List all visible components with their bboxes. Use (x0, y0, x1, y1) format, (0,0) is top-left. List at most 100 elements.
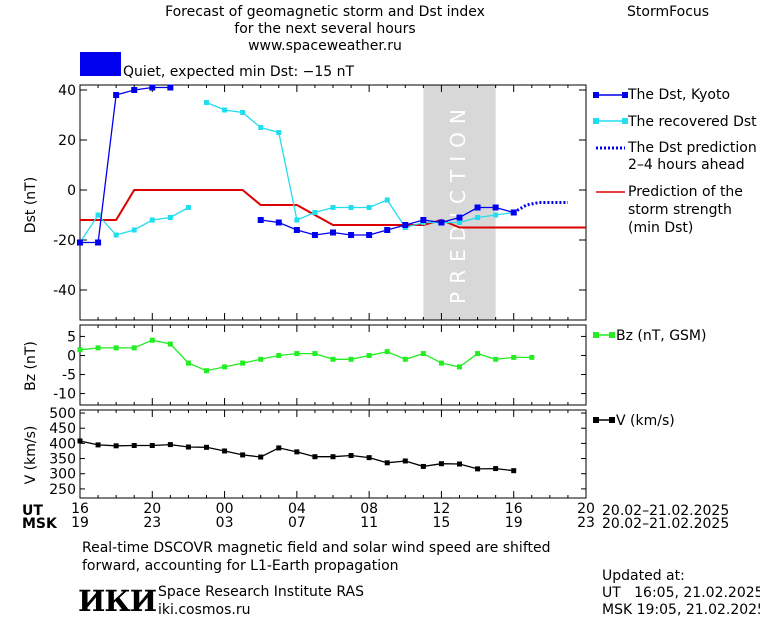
y-tick-label: 5 (67, 329, 76, 345)
bz-point (185, 360, 191, 366)
dst-kyoto-point (474, 204, 481, 211)
y-tick-label: 300 (49, 467, 76, 483)
bz-point (475, 351, 481, 357)
v-point (475, 466, 481, 472)
bz-point (529, 354, 535, 360)
recovered-dst-point (493, 212, 499, 218)
bz-point (366, 352, 372, 358)
y-tick-label: -40 (53, 283, 76, 299)
msk-tick-label: 23 (577, 515, 595, 531)
ut-tick-label: 12 (433, 501, 451, 517)
dst-kyoto-point (77, 239, 83, 246)
v-point (384, 460, 390, 466)
y-tick-label: -10 (53, 387, 76, 403)
y-tick-label: 250 (49, 482, 76, 498)
bz-point (312, 351, 318, 357)
bz-point (330, 356, 336, 362)
legend-v: V (km/s) (616, 413, 675, 429)
dst-kyoto-point (492, 204, 499, 211)
ut-tick-label: 08 (360, 501, 378, 517)
ut-tick-label: 00 (216, 501, 234, 517)
v-point (95, 442, 101, 448)
ut-tick-label: 20 (143, 501, 161, 517)
dst-kyoto-point (348, 232, 355, 238)
dst-kyoto-point (420, 217, 427, 223)
ut-tick-label: 20 (577, 501, 595, 517)
v-point (402, 458, 408, 464)
ut-tick-label: 16 (71, 501, 89, 517)
bz-point (384, 349, 390, 355)
msk-tick-label: 19 (71, 515, 89, 531)
institute-site[interactable]: iki.cosmos.ru (158, 602, 251, 618)
dst-kyoto-point (438, 219, 445, 226)
y-tick-label: 20 (58, 133, 76, 149)
iki-logo: ИКИ (78, 584, 157, 618)
recovered-dst-point (185, 205, 191, 210)
msk-tick-label: 11 (360, 515, 378, 531)
v-point (348, 453, 354, 459)
v-point (366, 455, 372, 461)
y-tick-label: 0 (67, 183, 76, 199)
dst-kyoto-point (167, 84, 174, 91)
bz-point (167, 341, 173, 347)
msk-tick-label: 15 (433, 515, 451, 531)
bz-point (258, 356, 264, 362)
bz-point (240, 360, 246, 366)
legend-prediction-line1: The Dst prediction (628, 140, 757, 156)
legend-storm-line1: Prediction of the (628, 184, 743, 200)
dst-axis-title: Dst (nT) (23, 176, 39, 234)
recovered-dst-line (206, 101, 514, 229)
status-color-swatch (80, 52, 121, 76)
legend-storm-line3: (min Dst) (628, 220, 694, 236)
ut-tick-label: 16 (505, 501, 523, 517)
v-point (330, 454, 336, 460)
recovered-dst-point (384, 197, 390, 203)
source-url[interactable]: www.spaceweather.ru (248, 38, 402, 54)
dst-kyoto-point (257, 217, 264, 223)
legend-v-glyph-marker (593, 417, 599, 423)
prediction-band (423, 85, 496, 320)
v-axis-title: V (km/s) (23, 425, 39, 485)
legend-bz: Bz (nT, GSM) (616, 328, 707, 344)
legend-recovered-glyph-marker (593, 118, 599, 124)
updated-msk: MSK 19:05, 21.02.2025 (602, 602, 760, 618)
v-point (222, 448, 228, 454)
dst-kyoto-point (402, 222, 409, 228)
bz-point (348, 356, 354, 362)
dst-kyoto-point (113, 92, 120, 98)
plot-frame-2 (79, 409, 587, 499)
legend-recovered-dst: The recovered Dst (628, 114, 757, 130)
v-point (294, 449, 300, 455)
bz-line (79, 339, 532, 372)
legend-v-glyph-marker (609, 417, 615, 423)
v-point (131, 443, 137, 449)
msk-row-label: MSK (22, 516, 57, 532)
y-tick-label: 0 (67, 348, 76, 364)
y-tick-label: 500 (49, 406, 76, 422)
legend-dst-kyoto: The Dst, Kyoto (628, 87, 731, 103)
msk-tick-label: 03 (216, 515, 234, 531)
y-tick-label: 40 (58, 83, 76, 99)
dst-kyoto-point (293, 227, 300, 233)
dst-kyoto-point (275, 219, 282, 226)
dst-kyoto-point (311, 232, 318, 238)
ut-row-label: UT (22, 503, 43, 519)
bz-point (77, 347, 83, 353)
bz-point (222, 364, 228, 370)
recovered-dst-point (204, 100, 209, 105)
dst-prediction-line (512, 201, 568, 214)
v-point (113, 443, 119, 449)
legend-bz-glyph-marker (593, 332, 599, 338)
recovered-dst-point (240, 110, 246, 115)
v-point (185, 444, 191, 450)
prediction-band-label: PREDICTION (446, 101, 470, 304)
v-point (457, 461, 462, 467)
recovered-dst-point (312, 210, 318, 215)
plot-frame-1 (79, 324, 587, 406)
v-point (493, 466, 499, 472)
bz-point (113, 345, 119, 351)
institute-name: Space Research Institute RAS (158, 584, 364, 600)
footer-note-line1: Real-time DSCOVR magnetic field and sola… (82, 540, 551, 556)
status-text: Quiet, expected min Dst: −15 nT (123, 64, 355, 80)
v-point (438, 461, 444, 467)
